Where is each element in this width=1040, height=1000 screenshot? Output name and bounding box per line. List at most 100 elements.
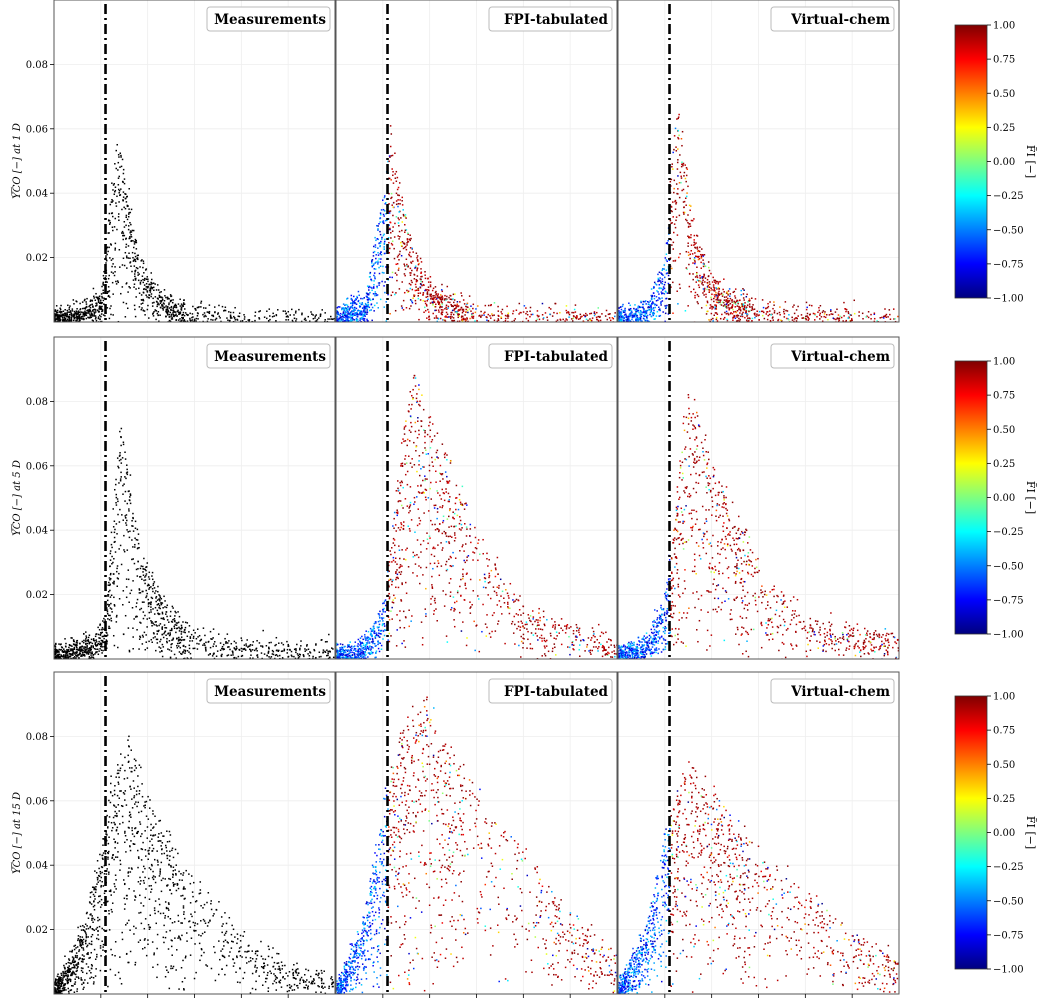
scatter-point <box>144 277 146 280</box>
scatter-point <box>189 637 192 640</box>
scatter-point <box>180 652 182 655</box>
scatter-point <box>122 196 125 198</box>
scatter-point <box>172 313 175 316</box>
scatter-point <box>749 306 751 308</box>
scatter-point <box>358 310 361 312</box>
scatter-point <box>143 284 146 286</box>
scatter-point <box>593 312 596 314</box>
scatter-point <box>166 312 169 315</box>
scatter-point <box>379 298 382 301</box>
scatter-point <box>597 307 600 309</box>
scatter-point <box>436 297 438 300</box>
scatter-point <box>207 311 210 314</box>
scatter-point <box>157 302 159 305</box>
scatter-point <box>166 308 169 311</box>
scatter-point <box>497 318 499 320</box>
scatter-point <box>101 295 103 298</box>
scatter-point <box>146 290 148 292</box>
scatter-point <box>439 306 442 308</box>
scatter-point <box>527 319 530 322</box>
scatter-point <box>354 314 356 316</box>
scatter-point <box>229 311 232 314</box>
scatter-point <box>114 242 117 245</box>
scatter-point <box>59 317 61 319</box>
scatter-point <box>205 315 207 318</box>
scatter-point <box>396 279 398 282</box>
scatter-point <box>519 311 521 314</box>
scatter-point <box>716 280 718 283</box>
scatter-point <box>456 311 458 313</box>
scatter-point <box>893 318 895 320</box>
scatter-point <box>773 310 776 312</box>
scatter-point <box>453 309 455 311</box>
scatter-point <box>166 306 168 309</box>
scatter-point <box>158 606 160 609</box>
scatter-point <box>117 188 120 191</box>
scatter-point <box>55 314 58 317</box>
scatter-point <box>382 220 385 222</box>
scatter-point <box>125 237 127 240</box>
scatter-point <box>816 315 818 318</box>
scatter-point <box>367 301 369 304</box>
scatter-point <box>728 288 731 290</box>
scatter-point <box>350 294 353 297</box>
scatter-point <box>254 315 256 317</box>
scatter-point <box>95 633 98 635</box>
scatter-point <box>735 320 738 322</box>
scatter-point <box>160 617 163 620</box>
scatter-point <box>649 308 652 311</box>
scatter-point <box>289 314 291 316</box>
scatter-point <box>86 297 88 300</box>
scatter-point <box>783 308 785 311</box>
scatter-point <box>662 311 664 313</box>
scatter-point <box>685 174 688 177</box>
scatter-point <box>338 306 341 308</box>
scatter-point <box>679 171 682 174</box>
scatter-point <box>82 307 84 310</box>
scatter-point <box>445 298 447 300</box>
scatter-point <box>126 195 128 198</box>
scatter-point <box>650 298 653 300</box>
scatter-point <box>700 267 703 269</box>
scatter-point <box>726 307 728 309</box>
scatter-point <box>193 320 196 322</box>
scatter-point <box>75 312 77 314</box>
scatter-point <box>591 317 594 319</box>
scatter-point <box>640 315 643 318</box>
scatter-point <box>107 250 109 253</box>
scatter-point <box>738 299 741 302</box>
scatter-point <box>96 297 99 300</box>
scatter-point <box>773 304 775 306</box>
scatter-point <box>362 313 364 316</box>
scatter-point <box>409 251 411 254</box>
scatter-point <box>723 291 725 293</box>
scatter-point <box>125 214 128 217</box>
scatter-point <box>504 317 507 320</box>
scatter-point <box>446 295 448 298</box>
scatter-point <box>150 295 152 298</box>
scatter-point <box>624 307 626 310</box>
scatter-point <box>748 317 751 319</box>
scatter-point <box>709 307 711 309</box>
scatter-point <box>219 642 222 644</box>
scatter-point <box>381 271 384 274</box>
scatter-point <box>805 317 807 320</box>
scatter-point <box>436 320 439 322</box>
scatter-point <box>697 295 700 298</box>
scatter-point <box>756 310 758 313</box>
scatter-point <box>791 316 793 319</box>
scatter-point <box>167 305 169 308</box>
title-box <box>488 6 613 32</box>
scatter-point <box>196 628 199 630</box>
scatter-point <box>653 312 656 315</box>
scatter-point <box>713 314 715 316</box>
scatter-point <box>166 296 169 299</box>
scatter-point <box>650 310 653 313</box>
scatter-point <box>411 301 414 304</box>
scatter-point <box>351 315 354 317</box>
scatter-point <box>66 648 68 651</box>
scatter-point <box>146 626 148 628</box>
scatter-point <box>716 288 718 290</box>
scatter-point <box>356 312 358 315</box>
scatter-point <box>112 526 115 528</box>
